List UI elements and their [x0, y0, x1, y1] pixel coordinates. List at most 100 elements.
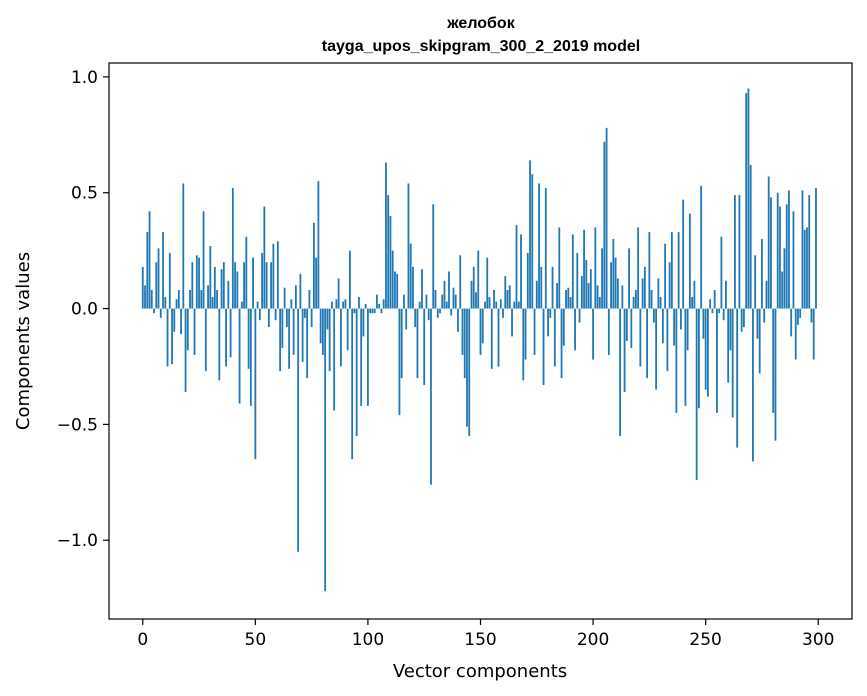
bar-component-218 [632, 296, 635, 309]
bar-component-115 [400, 308, 403, 379]
bar-component-198 [587, 283, 590, 309]
bar-component-111 [391, 250, 394, 309]
bar-component-78 [317, 181, 320, 309]
bar-component-107 [382, 299, 385, 309]
bar-component-195 [580, 276, 583, 309]
bar-component-175 [535, 280, 538, 309]
bar-component-170 [524, 308, 527, 360]
bar-component-247 [698, 308, 700, 409]
bar-component-165 [513, 301, 516, 309]
bar-component-189 [567, 287, 570, 309]
bar-component-223 [643, 266, 646, 309]
bar-component-88 [340, 308, 342, 367]
bar-component-135 [445, 301, 448, 309]
bar-component-190 [569, 296, 572, 309]
bar-component-75 [310, 308, 313, 328]
bar-component-116 [403, 294, 405, 309]
bar-component-11 [166, 308, 169, 367]
bar-component-57 [270, 262, 273, 309]
bar-component-117 [405, 308, 408, 330]
bar-component-274 [758, 308, 761, 374]
bar-component-176 [538, 183, 540, 309]
bar-component-79 [319, 308, 322, 344]
bar-component-158 [497, 308, 500, 367]
bar-component-30 [209, 246, 212, 309]
y-tick-label: 1.0 [71, 68, 98, 88]
bar-component-159 [499, 299, 502, 309]
bar-component-197 [585, 259, 588, 309]
bar-component-174 [533, 308, 536, 355]
x-tick-label: 0 [137, 630, 148, 650]
bar-component-278 [767, 176, 770, 309]
bar-component-255 [716, 308, 718, 413]
bar-component-224 [646, 308, 649, 379]
bar-component-286 [785, 204, 788, 309]
bar-component-226 [650, 290, 653, 309]
bar-component-112 [394, 271, 396, 309]
bar-component-193 [576, 252, 579, 309]
bar-component-221 [639, 308, 642, 367]
bar-component-91 [346, 308, 349, 351]
bar-component-162 [506, 290, 509, 309]
y-tick-label: 0.0 [71, 300, 98, 320]
bar-component-59 [274, 308, 277, 321]
bar-component-32 [213, 266, 216, 309]
bar-component-179 [544, 188, 547, 309]
bar-component-229 [657, 278, 660, 309]
bar-component-188 [565, 290, 567, 309]
bar-component-18 [182, 183, 185, 309]
bar-component-296 [808, 195, 811, 309]
x-axis-ticks: 0 50 100 150 200 250 300 [137, 619, 834, 650]
bar-component-138 [452, 287, 455, 309]
bar-component-82 [326, 308, 329, 330]
bar-component-267 [743, 308, 745, 328]
bar-component-254 [713, 290, 716, 309]
bar-component-235 [670, 232, 673, 309]
bar-component-67 [292, 308, 295, 355]
bar-component-185 [558, 227, 561, 309]
bar-component-171 [526, 252, 529, 309]
bar-component-164 [511, 308, 513, 337]
bar-component-60 [276, 241, 279, 309]
bar-component-257 [720, 236, 723, 309]
bar-component-4 [150, 290, 153, 309]
bar-component-256 [718, 308, 721, 314]
bar-component-36 [222, 262, 225, 309]
bar-component-128 [430, 308, 432, 485]
bar-component-265 [738, 195, 741, 309]
bar-component-281 [774, 308, 777, 441]
bar-component-44 [240, 301, 243, 309]
bar-component-64 [285, 308, 288, 328]
bar-component-134 [443, 280, 446, 309]
bar-component-55 [265, 262, 268, 309]
bar-component-123 [418, 301, 421, 309]
bar-component-0 [141, 266, 144, 309]
bar-component-45 [243, 262, 245, 309]
bar-component-100 [367, 308, 369, 406]
bar-component-130 [434, 290, 437, 309]
bar-component-47 [247, 308, 250, 369]
bar-component-243 [688, 213, 691, 309]
bar-component-63 [283, 287, 286, 309]
bar-component-121 [414, 308, 417, 328]
bar-component-87 [337, 278, 340, 309]
bar-component-260 [727, 308, 730, 383]
bar-component-10 [164, 296, 167, 309]
x-tick-label: 250 [689, 630, 721, 650]
bar-component-3 [148, 211, 151, 309]
y-tick-label: −1.0 [57, 531, 98, 551]
bar-component-72 [303, 308, 306, 318]
bar-component-92 [349, 250, 351, 309]
bar-component-131 [436, 308, 439, 318]
bar-component-68 [294, 285, 297, 309]
bar-component-35 [220, 269, 223, 309]
bar-component-101 [369, 308, 372, 314]
bar-series [141, 88, 817, 592]
bar-component-212 [619, 308, 621, 436]
bar-component-119 [409, 243, 412, 309]
bar-component-148 [475, 292, 477, 309]
bar-component-25 [198, 257, 200, 309]
bar-component-137 [450, 308, 453, 316]
bar-component-140 [457, 308, 459, 332]
